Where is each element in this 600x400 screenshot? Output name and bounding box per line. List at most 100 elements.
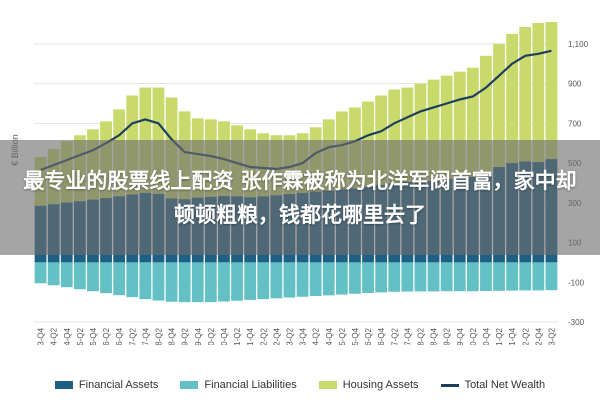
x-tick-label: 2021-Q2 (495, 328, 504, 345)
financial-liabilities-bar (375, 262, 388, 293)
legend-item-total-net-wealth: Total Net Wealth (440, 379, 546, 391)
x-tick-label: 2018-Q4 (430, 328, 439, 345)
legend-item-housing-assets: Housing Assets (318, 379, 419, 391)
financial-liabilities-bar (152, 262, 165, 301)
x-tick-label: 2010-Q2 (207, 327, 216, 345)
x-tick-label: 2008-Q2 (154, 327, 163, 345)
financial-liabilities-bar (100, 262, 112, 294)
headline-banner: 最专业的股票线上配资 张作霖被称为北洋军阀首富，家中却顿顿粗粮，钱都花哪里去了 (0, 140, 600, 255)
financial-liabilities-bar (47, 262, 60, 286)
legend-label-total-net-wealth: Total Net Wealth (464, 379, 546, 391)
x-tick-label: 2009-Q2 (181, 328, 190, 345)
x-tick-label: 2020-Q4 (482, 327, 491, 345)
financial-liabilities-bar (218, 262, 230, 302)
y-tick-label: -100 (568, 278, 585, 287)
x-tick-label: 2019-Q4 (456, 328, 465, 345)
financial-liabilities-bar (126, 262, 139, 298)
x-tick-label: 2006-Q2 (102, 327, 111, 345)
y-tick-label: 900 (568, 80, 582, 89)
housing-assets-bar (440, 75, 453, 179)
financial-liabilities-bar (506, 262, 519, 291)
x-tick-label: 2015-Q2 (338, 327, 347, 345)
financial-liabilities-bar (322, 262, 335, 296)
financial-liabilities-bar (270, 262, 283, 299)
x-tick-label: 2017-Q2 (390, 328, 399, 345)
legend-item-financial-assets: Financial Assets (54, 379, 159, 391)
x-tick-label: 2014-Q2 (312, 327, 321, 345)
housing-assets-bar (427, 79, 440, 181)
x-tick-label: 2004-Q4 (63, 328, 72, 345)
financial-liabilities-bar (532, 262, 545, 291)
housing-assets-bar (466, 67, 479, 177)
housing-assets-bar (388, 89, 401, 184)
x-tick-label: 2013-Q4 (299, 328, 308, 345)
x-tick-label: 2019-Q2 (443, 327, 452, 345)
financial-liabilities-bar (388, 262, 401, 292)
x-tick-label: 2005-Q4 (89, 327, 98, 345)
financial-liabilities-bar (231, 262, 243, 301)
x-tick-label: 2007-Q2 (128, 328, 137, 345)
housing-assets-bar (453, 71, 466, 176)
y-tick-label: -300 (568, 318, 585, 327)
housing-assets-bar (493, 43, 505, 168)
x-tick-label: 2022-Q2 (521, 328, 530, 345)
x-tick-label: 2016-Q4 (377, 327, 386, 345)
financial-liabilities-bar (113, 262, 126, 296)
financial-liabilities-bar (480, 262, 492, 292)
financial-liabilities-bar (283, 262, 296, 298)
housing-assets-bar (506, 33, 519, 164)
legend-swatch-housing-assets (318, 381, 337, 389)
financial-liabilities-bar (493, 262, 505, 291)
x-tick-label: 2008-Q4 (168, 327, 177, 345)
financial-liabilities-bar (165, 262, 178, 302)
financial-liabilities-bar (178, 262, 191, 303)
legend-swatch-financial-liabilities (180, 381, 199, 389)
x-tick-label: 2005-Q2 (76, 327, 85, 345)
financial-liabilities-bar (34, 262, 47, 284)
x-tick-label: 2022-Q4 (534, 327, 543, 345)
x-tick-label: 2011-Q2 (233, 327, 242, 345)
x-tick-label: 2004-Q2 (50, 327, 59, 345)
financial-liabilities-bar (191, 262, 204, 303)
x-tick-label: 2020-Q2 (469, 327, 478, 345)
housing-assets-bar (480, 55, 492, 173)
financial-liabilities-bar (309, 262, 322, 296)
x-tick-label: 2018-Q2 (416, 327, 425, 345)
x-tick-label: 2011-Q4 (246, 328, 255, 345)
financial-liabilities-bar (296, 262, 309, 297)
financial-liabilities-bar (545, 262, 558, 291)
legend-swatch-financial-assets (54, 381, 73, 389)
chart-legend: Financial Assets Financial Liabilities H… (0, 376, 600, 394)
x-tick-label: 2007-Q4 (141, 327, 150, 345)
x-tick-label: 2012-Q4 (272, 328, 281, 345)
x-tick-label: 2014-Q4 (325, 328, 334, 345)
x-tick-label: 2009-Q4 (194, 328, 203, 345)
financial-liabilities-bar (139, 262, 152, 300)
x-tick-label: 2003-Q4 (37, 327, 46, 345)
financial-liabilities-bar (204, 262, 217, 303)
legend-label-financial-liabilities: Financial Liabilities (204, 379, 297, 391)
financial-liabilities-bar (453, 262, 466, 292)
x-tick-label: 2023-Q2 (547, 327, 556, 345)
legend-label-financial-assets: Financial Assets (78, 379, 159, 391)
financial-liabilities-bar (362, 262, 374, 293)
financial-liabilities-bar (335, 262, 348, 295)
x-tick-label: 2010-Q4 (220, 327, 229, 345)
legend-swatch-total-net-wealth (440, 383, 459, 387)
x-tick-label: 2012-Q2 (259, 328, 268, 345)
financial-liabilities-bar (87, 262, 99, 292)
x-tick-label: 2013-Q2 (285, 327, 294, 345)
x-tick-label: 2015-Q4 (351, 327, 360, 345)
legend-item-financial-liabilities: Financial Liabilities (180, 379, 297, 391)
headline-text: 最专业的股票线上配资 张作霖被称为北洋军阀首富，家中却顿顿粗粮，钱都花哪里去了 (23, 168, 577, 227)
x-tick-label: 2021-Q4 (508, 327, 517, 345)
legend-label-housing-assets: Housing Assets (342, 379, 419, 391)
financial-liabilities-bar (427, 262, 440, 292)
financial-liabilities-bar (73, 262, 86, 290)
y-tick-label: 1,100 (568, 40, 589, 49)
housing-assets-bar (401, 87, 414, 182)
housing-assets-bar (519, 26, 532, 162)
financial-liabilities-bar (244, 262, 257, 300)
housing-assets-bar (532, 23, 545, 163)
housing-assets-bar (545, 22, 558, 160)
